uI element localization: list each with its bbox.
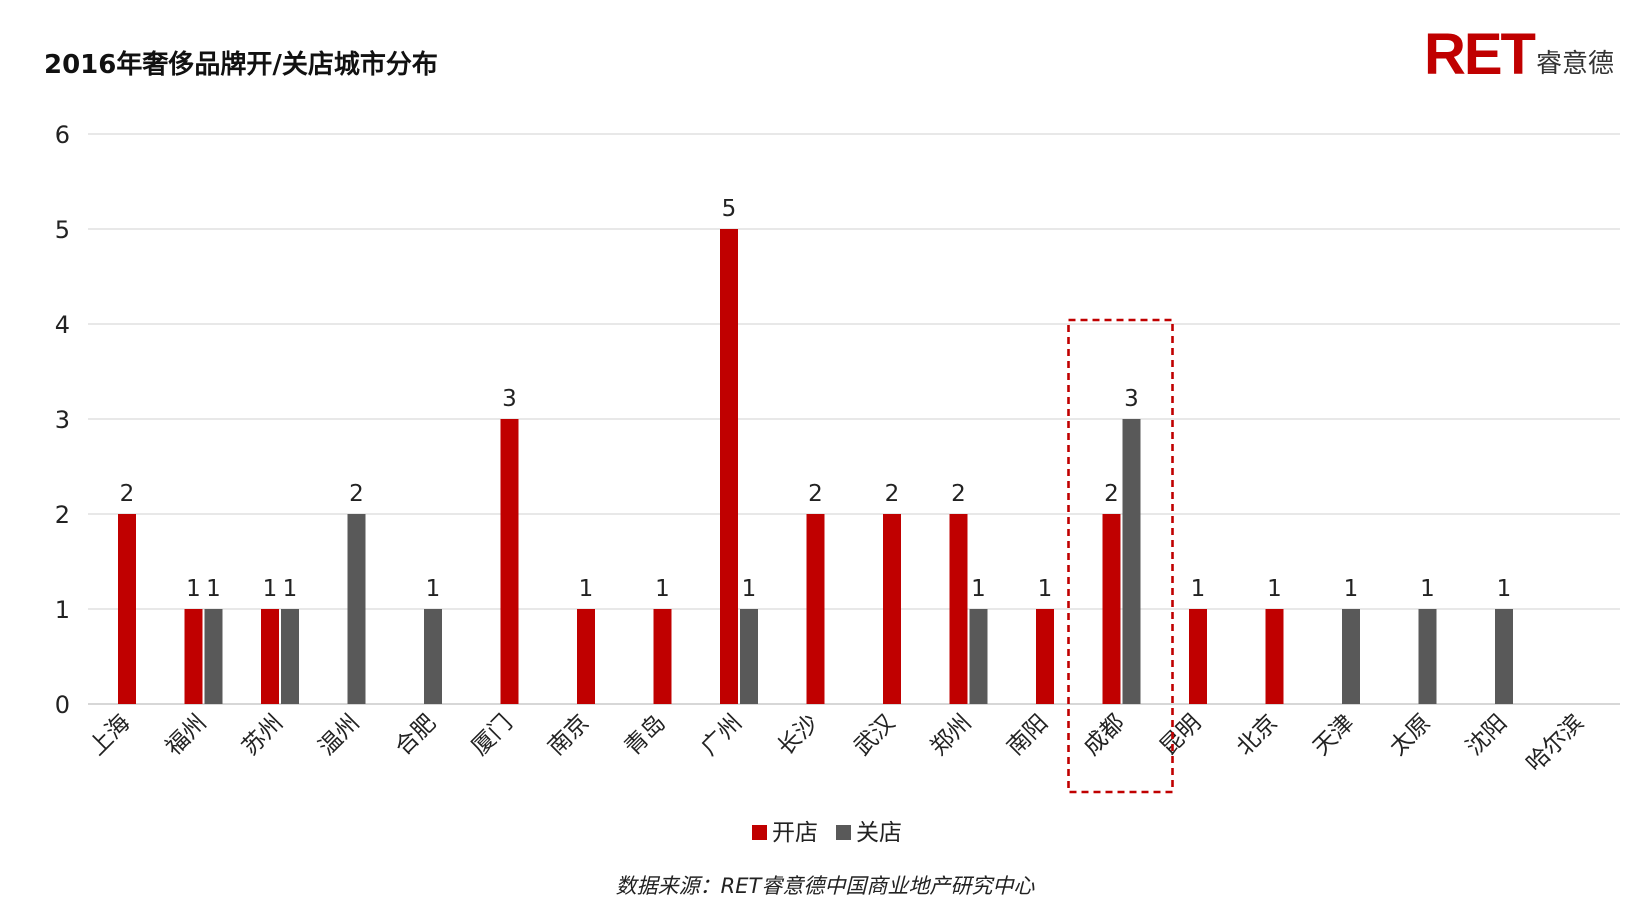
legend-swatch bbox=[836, 825, 851, 840]
chart-title: 2016年奢侈品牌开/关店城市分布 bbox=[44, 50, 438, 80]
x-tick-label: 沈阳 bbox=[1461, 710, 1512, 761]
data-label: 1 bbox=[742, 576, 757, 602]
bar-open bbox=[1189, 609, 1207, 704]
x-tick-label: 太原 bbox=[1385, 710, 1436, 761]
data-label: 1 bbox=[263, 576, 278, 602]
x-tick-label: 长沙 bbox=[773, 710, 824, 761]
bar-close bbox=[1342, 609, 1360, 704]
x-tick-label: 广州 bbox=[696, 710, 747, 761]
bar-open bbox=[806, 514, 825, 704]
x-tick-label: 厦门 bbox=[467, 710, 518, 761]
bar-open bbox=[261, 609, 279, 704]
logo-ret-text: RET bbox=[1423, 22, 1536, 87]
data-label: 2 bbox=[808, 481, 823, 507]
highlight-box bbox=[1067, 318, 1174, 794]
data-label: 1 bbox=[655, 576, 670, 602]
bar-close bbox=[347, 514, 366, 704]
data-label: 2 bbox=[349, 481, 364, 507]
bar-open bbox=[1265, 609, 1284, 704]
data-label: 5 bbox=[722, 196, 737, 222]
bar-open bbox=[949, 514, 968, 704]
data-label: 1 bbox=[283, 576, 298, 602]
data-label: 1 bbox=[1344, 576, 1359, 602]
logo-name-text: 睿意德 bbox=[1535, 49, 1614, 79]
bar-close bbox=[1418, 609, 1437, 704]
bar-open bbox=[118, 514, 136, 704]
x-tick-label: 苏州 bbox=[237, 710, 288, 761]
data-label: 2 bbox=[951, 481, 966, 507]
bar-open bbox=[1036, 609, 1054, 704]
x-tick-label: 北京 bbox=[1232, 710, 1283, 761]
data-label: 1 bbox=[426, 576, 441, 602]
x-tick-label: 郑州 bbox=[926, 710, 977, 761]
data-label: 3 bbox=[502, 386, 517, 412]
bar-open bbox=[883, 514, 901, 704]
bar-open bbox=[720, 229, 738, 704]
data-source-note: 数据来源：RET睿意德中国商业地产研究中心 bbox=[615, 874, 1035, 898]
data-label: 2 bbox=[1104, 481, 1119, 507]
bar-close bbox=[1122, 419, 1141, 704]
data-label: 1 bbox=[971, 576, 986, 602]
data-label: 1 bbox=[1497, 576, 1512, 602]
y-tick-label: 6 bbox=[55, 121, 70, 149]
y-tick-label: 1 bbox=[55, 596, 70, 624]
bar-close bbox=[424, 609, 442, 704]
x-tick-label: 青岛 bbox=[620, 710, 671, 761]
bar-close bbox=[204, 609, 223, 704]
y-tick-label: 5 bbox=[55, 216, 70, 244]
data-label: 1 bbox=[206, 576, 221, 602]
x-tick-label: 南阳 bbox=[1002, 710, 1053, 761]
x-tick-label: 天津 bbox=[1308, 710, 1359, 761]
x-tick-label: 上海 bbox=[84, 710, 135, 761]
bar-close bbox=[740, 609, 758, 704]
x-tick-label: 昆明 bbox=[1155, 710, 1206, 761]
data-label: 1 bbox=[1420, 576, 1435, 602]
brand-logo: RET 睿意德 bbox=[1424, 26, 1614, 84]
y-tick-label: 2 bbox=[55, 501, 70, 529]
bar-open bbox=[184, 609, 203, 704]
x-tick-label: 福州 bbox=[161, 710, 212, 761]
legend-label: 开店 bbox=[772, 820, 818, 846]
y-tick-label: 4 bbox=[55, 311, 70, 339]
bar-open bbox=[653, 609, 672, 704]
data-label: 1 bbox=[1267, 576, 1282, 602]
y-tick-label: 0 bbox=[55, 691, 70, 719]
y-tick-label: 3 bbox=[55, 406, 70, 434]
data-label: 1 bbox=[579, 576, 594, 602]
bar-open bbox=[577, 609, 595, 704]
bar-close bbox=[1495, 609, 1513, 704]
data-label: 3 bbox=[1124, 386, 1139, 412]
data-label: 1 bbox=[1038, 576, 1053, 602]
bar-close bbox=[281, 609, 299, 704]
bar-open bbox=[1102, 514, 1121, 704]
x-tick-label: 哈尔滨 bbox=[1522, 710, 1589, 777]
legend-label: 关店 bbox=[856, 820, 902, 846]
data-label: 1 bbox=[186, 576, 201, 602]
x-tick-label: 合肥 bbox=[390, 710, 441, 761]
x-tick-label: 武汉 bbox=[849, 710, 900, 761]
x-tick-label: 温州 bbox=[314, 710, 365, 761]
x-tick-label: 南京 bbox=[543, 710, 594, 761]
bar-close bbox=[969, 609, 988, 704]
data-label: 2 bbox=[885, 481, 900, 507]
data-label: 1 bbox=[1191, 576, 1206, 602]
bar-open bbox=[500, 419, 519, 704]
x-tick-label: 成都 bbox=[1079, 710, 1130, 761]
data-label: 2 bbox=[120, 481, 135, 507]
legend-swatch bbox=[752, 825, 767, 840]
